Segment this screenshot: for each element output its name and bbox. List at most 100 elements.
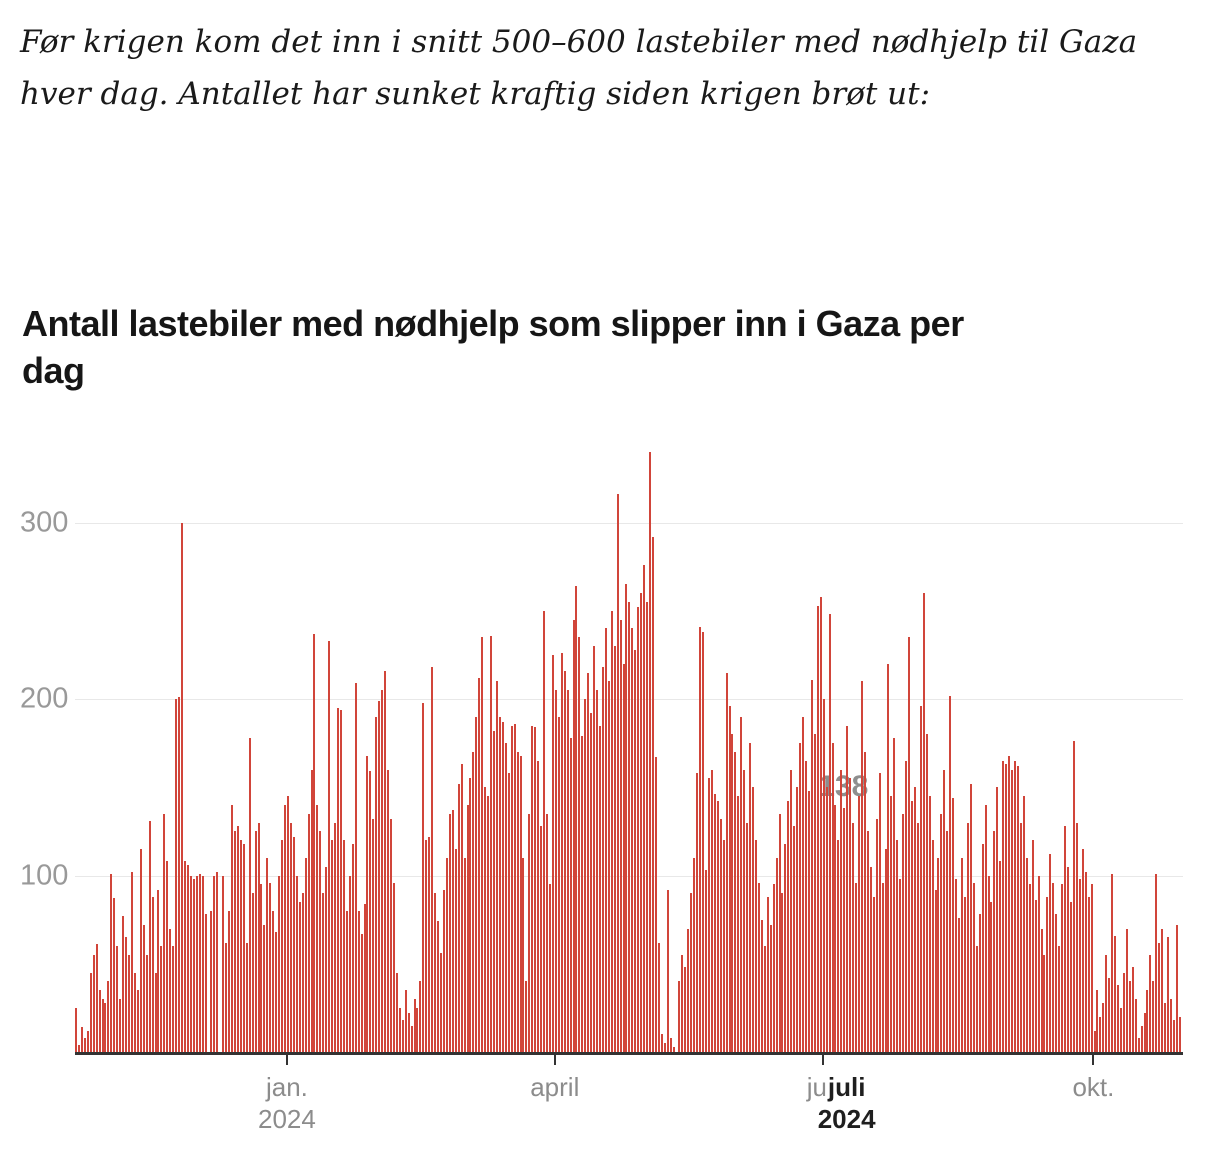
bar[interactable] [531, 725, 534, 1052]
bar[interactable] [1149, 954, 1152, 1052]
bar[interactable] [304, 857, 307, 1052]
bar[interactable] [201, 875, 204, 1052]
bar[interactable] [1040, 928, 1043, 1052]
bar[interactable] [575, 586, 578, 1052]
bar[interactable] [236, 826, 239, 1052]
bar[interactable] [348, 875, 351, 1052]
bar[interactable] [1055, 914, 1058, 1052]
bar[interactable] [799, 743, 802, 1052]
bar[interactable] [657, 942, 660, 1052]
bar[interactable] [849, 778, 852, 1052]
bar[interactable] [507, 773, 510, 1052]
bar[interactable] [434, 893, 437, 1052]
bar[interactable] [766, 896, 769, 1052]
bar[interactable] [269, 882, 272, 1052]
bar[interactable] [881, 882, 884, 1052]
bar[interactable] [466, 804, 469, 1052]
bar[interactable] [363, 903, 366, 1052]
bar[interactable] [366, 755, 369, 1052]
bar[interactable] [357, 910, 360, 1052]
bar[interactable] [369, 771, 372, 1052]
bar[interactable] [292, 836, 295, 1052]
bar[interactable] [578, 637, 581, 1052]
bar[interactable] [263, 924, 266, 1052]
bar[interactable] [940, 813, 943, 1052]
bar[interactable] [233, 831, 236, 1052]
bar[interactable] [231, 804, 233, 1052]
bar[interactable] [307, 813, 310, 1052]
bar[interactable] [637, 607, 640, 1052]
bar[interactable] [1016, 766, 1019, 1052]
bar[interactable] [749, 743, 752, 1052]
bar[interactable] [460, 764, 463, 1052]
bar[interactable] [584, 699, 587, 1052]
bar[interactable] [478, 677, 481, 1052]
bar[interactable] [116, 946, 119, 1052]
bar[interactable] [401, 1020, 404, 1052]
bar[interactable] [946, 831, 949, 1052]
bar[interactable] [210, 910, 213, 1052]
bar[interactable] [281, 840, 283, 1052]
bar[interactable] [1178, 1016, 1181, 1052]
bar[interactable] [222, 875, 225, 1052]
bar[interactable] [145, 954, 148, 1052]
bar[interactable] [816, 605, 819, 1052]
bar[interactable] [710, 769, 713, 1052]
bar[interactable] [98, 990, 101, 1052]
bar[interactable] [183, 861, 186, 1052]
bar[interactable] [275, 932, 278, 1052]
bar[interactable] [613, 646, 616, 1052]
bar[interactable] [1019, 822, 1022, 1052]
bar[interactable] [840, 769, 843, 1052]
bar[interactable] [1105, 954, 1108, 1052]
bar[interactable] [1158, 942, 1161, 1052]
bar[interactable] [863, 752, 866, 1053]
bar[interactable] [934, 889, 937, 1052]
bar[interactable] [228, 910, 231, 1052]
bar[interactable] [381, 690, 384, 1052]
bar[interactable] [869, 866, 872, 1052]
bar[interactable] [534, 727, 537, 1052]
bar[interactable] [604, 628, 607, 1052]
bar[interactable] [769, 924, 772, 1052]
bar[interactable] [790, 769, 793, 1052]
bar[interactable] [189, 875, 192, 1052]
bar[interactable] [416, 1007, 419, 1052]
bar[interactable] [699, 626, 701, 1052]
bar[interactable] [728, 706, 731, 1052]
bar[interactable] [1093, 1030, 1096, 1052]
bar[interactable] [1108, 977, 1111, 1052]
bar[interactable] [428, 836, 431, 1052]
bar[interactable] [905, 760, 908, 1052]
bar[interactable] [151, 896, 154, 1052]
bar[interactable] [1028, 884, 1031, 1052]
bar[interactable] [919, 706, 922, 1052]
bar[interactable] [996, 787, 999, 1053]
bar[interactable] [337, 707, 339, 1052]
bar[interactable] [802, 716, 804, 1052]
bar[interactable] [422, 702, 425, 1052]
bar[interactable] [975, 946, 978, 1052]
bar[interactable] [504, 743, 507, 1052]
bar[interactable] [472, 752, 475, 1053]
bar[interactable] [716, 801, 719, 1052]
bar[interactable] [625, 584, 628, 1052]
bar[interactable] [525, 981, 528, 1052]
bar[interactable] [893, 737, 896, 1052]
bar[interactable] [872, 896, 875, 1052]
bar[interactable] [113, 898, 116, 1052]
bar[interactable] [813, 734, 816, 1052]
bar[interactable] [1155, 873, 1158, 1052]
bar[interactable] [734, 752, 737, 1053]
bar[interactable] [810, 679, 813, 1052]
bar[interactable] [1025, 857, 1028, 1052]
bar[interactable] [136, 990, 139, 1052]
bar[interactable] [495, 681, 498, 1052]
bar[interactable] [1069, 902, 1072, 1052]
bar[interactable] [192, 879, 195, 1052]
bar[interactable] [819, 596, 822, 1052]
bar[interactable] [186, 864, 189, 1052]
bar[interactable] [404, 990, 407, 1052]
bar[interactable] [139, 849, 142, 1052]
bar[interactable] [1096, 990, 1099, 1052]
